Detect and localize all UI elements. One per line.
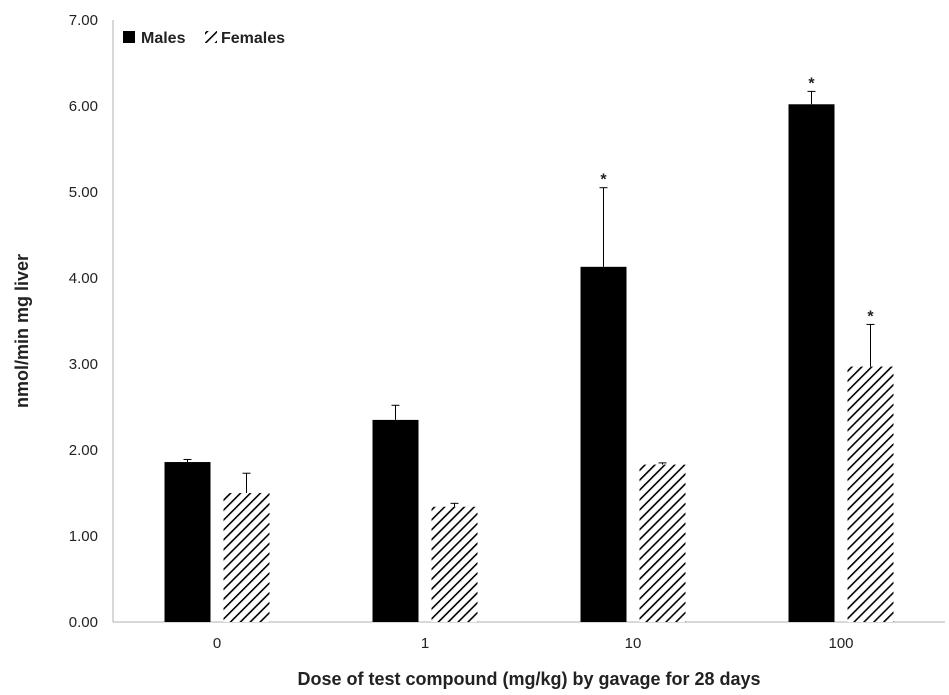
- x-tick-label: 100: [828, 635, 853, 652]
- y-tick-label: 2.00: [69, 442, 98, 459]
- bar-females-10: [639, 464, 686, 622]
- bar-females-1: [431, 506, 478, 622]
- significance-marker: *: [867, 308, 874, 325]
- x-tick-label: 0: [213, 635, 221, 652]
- significance-marker: *: [808, 75, 815, 92]
- x-tick-label: 10: [625, 635, 642, 652]
- bar-males-100: [788, 104, 835, 622]
- bar-females-100: [847, 366, 894, 622]
- y-tick-label: 4.00: [69, 270, 98, 287]
- y-tick-label: 3.00: [69, 356, 98, 373]
- x-axis-title: Dose of test compound (mg/kg) by gavage …: [297, 669, 760, 689]
- y-tick-label: 0.00: [69, 614, 98, 631]
- legend-label-females: Females: [221, 30, 285, 47]
- legend: Males Females: [123, 30, 285, 47]
- y-tick-label: 1.00: [69, 528, 98, 545]
- legend-swatch-females: [205, 31, 217, 43]
- y-tick-labels: 0.00 1.00 2.00 3.00 4.00 5.00 6.00 7.00: [69, 12, 98, 631]
- x-tick-label: 1: [421, 635, 429, 652]
- bar-males-1: [372, 419, 419, 622]
- significance-marker: *: [600, 172, 607, 189]
- y-tick-label: 5.00: [69, 184, 98, 201]
- bars-group: * * *: [164, 75, 894, 622]
- y-tick-label: 6.00: [69, 98, 98, 115]
- bar-males-0: [164, 462, 211, 622]
- bar-females-0: [223, 493, 270, 622]
- y-tick-label: 7.00: [69, 12, 98, 29]
- bar-males-10: [580, 266, 627, 622]
- legend-swatch-males: [123, 31, 135, 43]
- x-tick-labels: 0 1 10 100: [213, 635, 854, 652]
- y-axis-title: nmol/min mg liver: [12, 254, 32, 408]
- legend-label-males: Males: [141, 30, 186, 47]
